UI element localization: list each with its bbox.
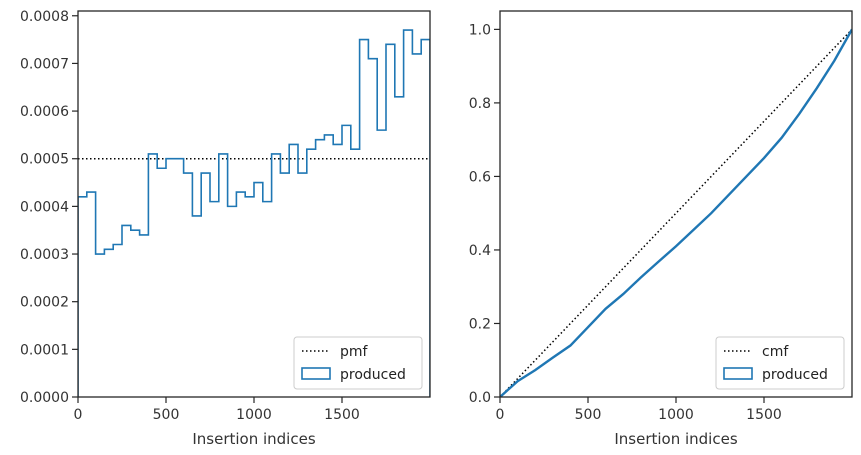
y-tick-label: 0.0001	[20, 342, 69, 358]
y-tick-label: 1.0	[469, 22, 491, 38]
chart-2: 0 500 1000 1500 0.0 0.2 0.4 0.6 0.8 1.0 Insertion …	[469, 10, 853, 448]
y-tick-label: 0.0003	[20, 247, 69, 263]
y-tick-label: 0.0006	[20, 104, 69, 120]
y-tick-label: 0.8	[469, 96, 491, 112]
y-tick-label: 0.0004	[20, 199, 69, 215]
legend: pmf produced	[293, 336, 423, 390]
y-tick-label: 0.2	[469, 316, 491, 332]
chart-1: 0 500 1000 1500 0.0000 0.0001 0.0002 0.0003 0.00…	[20, 9, 431, 448]
cmf-line	[500, 28, 852, 397]
y-tick-label: 0.0005	[20, 152, 69, 168]
legend-label-produced: produced	[340, 367, 406, 383]
x-axis-label: Insertion indices	[614, 430, 737, 448]
y-tick-label: 0.0002	[20, 295, 69, 311]
x-tick-label: 0	[74, 407, 83, 423]
x-tick-label: 500	[153, 407, 180, 423]
legend-box	[293, 336, 423, 390]
legend-swatch-produced	[301, 367, 331, 380]
y-tick-label: 0.0008	[20, 9, 69, 25]
legend-box	[715, 336, 845, 390]
plot-frame	[77, 10, 431, 398]
x-tick-label: 1000	[236, 407, 272, 423]
legend-label-produced: produced	[762, 367, 828, 383]
x-tick-label: 1000	[658, 407, 694, 423]
legend: cmf produced	[715, 336, 845, 390]
x-tick-label: 1500	[324, 407, 360, 423]
x-tick-label: 1500	[746, 407, 782, 423]
y-tick-label: 0.0007	[20, 56, 69, 72]
plot-area	[78, 29, 430, 397]
x-axis-label: Insertion indices	[192, 430, 315, 448]
y-tick-label: 0.0000	[20, 390, 69, 406]
legend-label-pmf: pmf	[340, 344, 369, 360]
x-tick-label: 0	[496, 407, 505, 423]
legend-label-cmf: cmf	[762, 344, 789, 360]
legend-swatch-produced	[723, 367, 753, 380]
y-tick-label: 0.6	[469, 169, 491, 185]
y-tick-label: 0.0	[469, 390, 491, 406]
produced-histogram	[78, 29, 430, 397]
plot-area	[500, 28, 852, 397]
produced-line	[500, 28, 852, 397]
x-tick-label: 500	[575, 407, 602, 423]
y-tick-label: 0.4	[469, 243, 491, 259]
plot-frame	[499, 10, 853, 398]
